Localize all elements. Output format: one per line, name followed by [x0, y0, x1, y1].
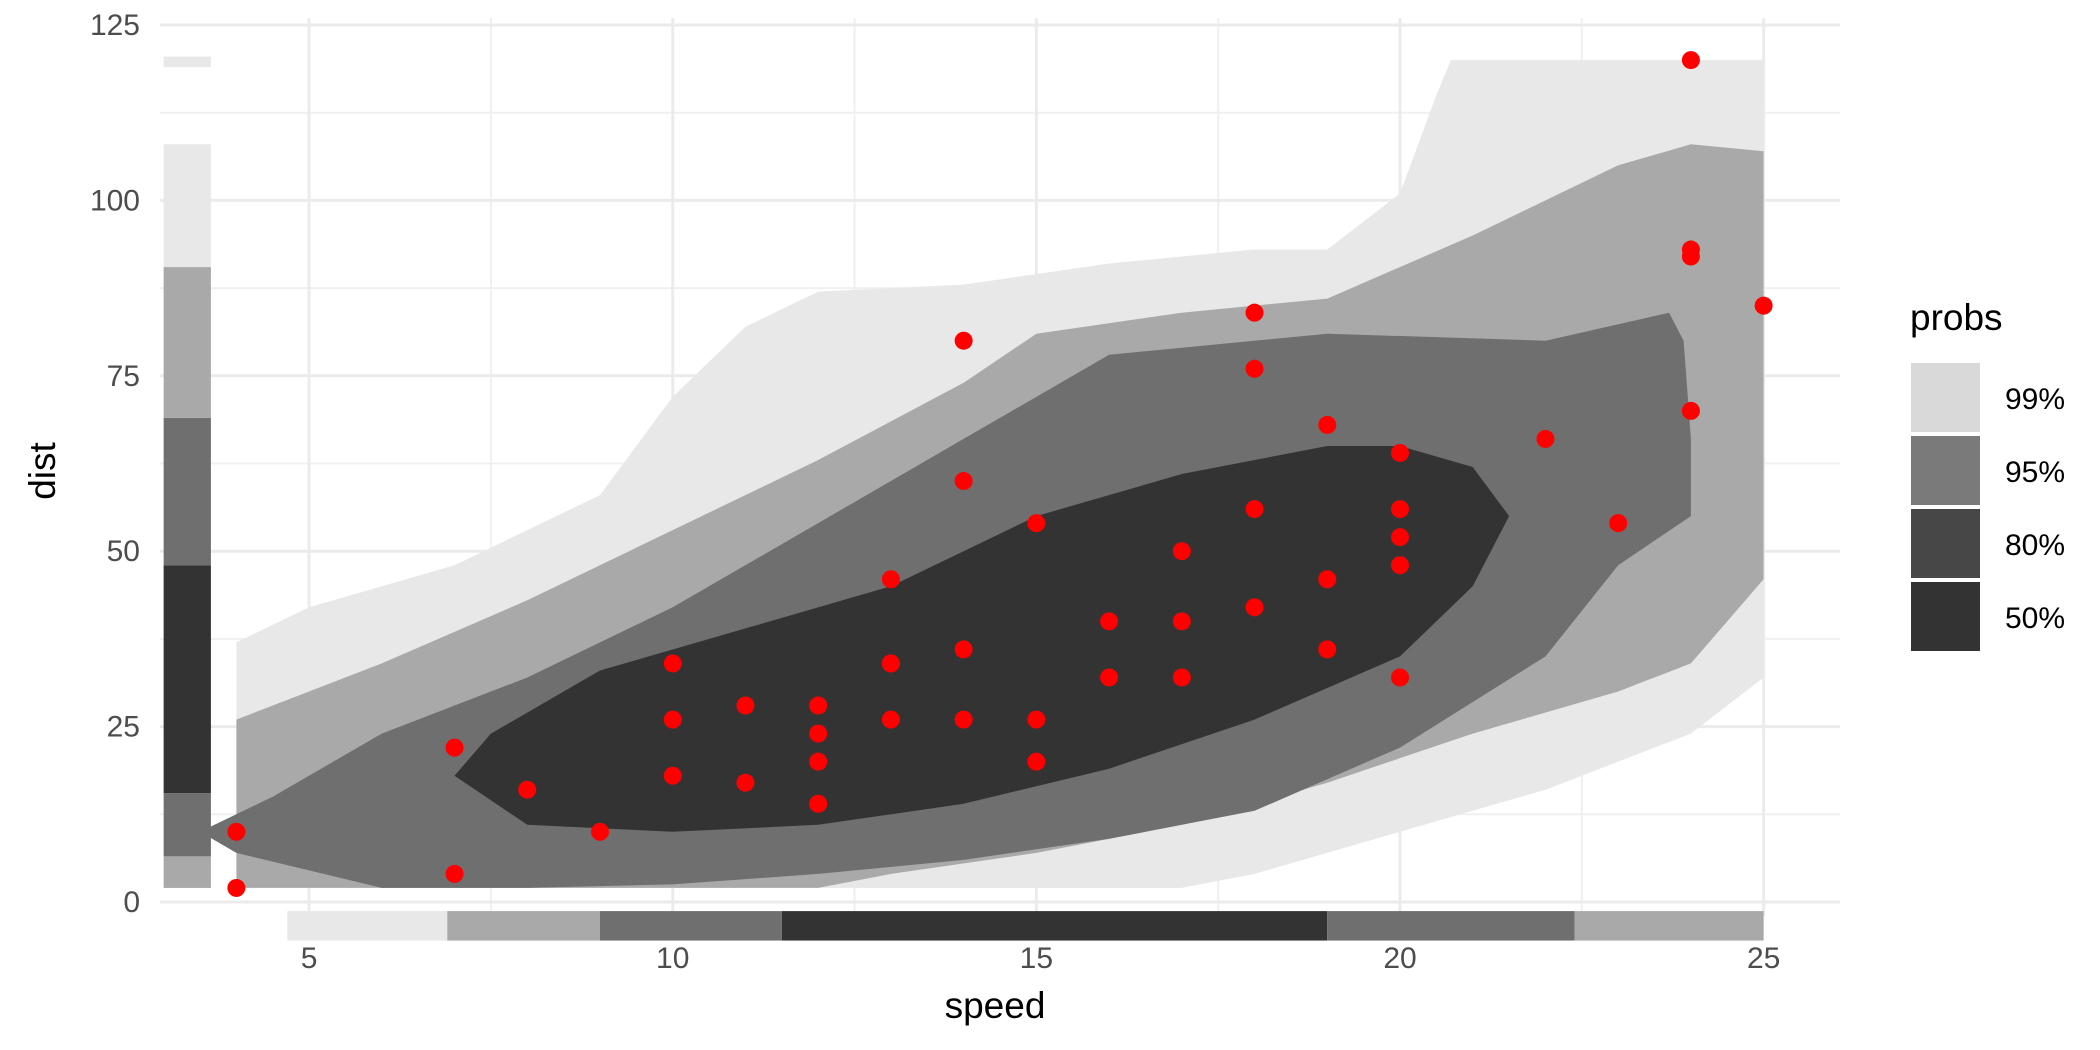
x-tick-label: 10 — [656, 942, 689, 975]
y-axis-title: dist — [22, 441, 63, 499]
data-point — [1027, 752, 1046, 771]
data-point — [1681, 401, 1700, 420]
data-point — [518, 780, 537, 799]
data-point — [1754, 296, 1773, 315]
data-point — [1536, 429, 1555, 448]
legend-key — [1909, 507, 1982, 580]
data-point — [736, 773, 755, 792]
y-tick-label: 25 — [107, 711, 140, 744]
data-point — [591, 822, 609, 841]
y-tick-label: 75 — [107, 360, 140, 393]
data-point — [227, 878, 246, 897]
legend: probs 99% 95% 80% 50% — [1909, 297, 2065, 653]
data-point — [954, 472, 973, 491]
data-point — [954, 331, 973, 350]
x-tick-label: 25 — [1747, 942, 1780, 975]
data-point — [1391, 528, 1409, 547]
data-point — [663, 766, 682, 785]
data-point — [1027, 710, 1046, 729]
x-marginal-band — [447, 911, 600, 941]
legend-key — [1909, 361, 1982, 434]
data-point — [809, 696, 828, 715]
x-axis-title: speed — [945, 985, 1046, 1026]
legend-label: 50% — [2005, 602, 2065, 635]
legend-key — [1909, 434, 1982, 507]
y-tick-label: 125 — [90, 9, 140, 42]
x-marginal-band — [1327, 911, 1575, 941]
y-marginal-band — [163, 56, 211, 68]
y-marginal-band — [163, 793, 211, 857]
x-marginal-band — [781, 911, 1328, 941]
data-point — [1391, 443, 1409, 462]
data-point — [1172, 612, 1191, 631]
y-tick-labels: 0 25 50 75 100 125 — [90, 9, 140, 919]
data-point — [1245, 598, 1264, 617]
data-point — [736, 696, 755, 715]
x-tick-label: 20 — [1383, 942, 1416, 975]
data-point — [1100, 612, 1119, 631]
data-point — [1172, 542, 1191, 561]
data-point — [1245, 303, 1264, 322]
data-point — [1391, 556, 1409, 575]
data-point — [1318, 570, 1337, 589]
data-point — [881, 654, 900, 673]
y-marginal-band — [163, 565, 211, 794]
data-point — [1245, 359, 1264, 378]
data-point — [1391, 668, 1409, 687]
data-point — [1609, 514, 1628, 533]
y-marginal-band — [163, 144, 211, 268]
y-marginal-band — [163, 267, 211, 418]
x-marginal-band — [1574, 911, 1764, 941]
x-tick-labels: 5 10 15 20 25 — [301, 942, 1781, 975]
data-point — [227, 822, 246, 841]
density-region-50pct — [454, 446, 1510, 832]
x-marginal-band — [600, 911, 782, 941]
data-point — [445, 864, 464, 883]
data-point — [881, 570, 900, 589]
data-point — [1027, 514, 1046, 533]
data-point — [1172, 668, 1191, 687]
data-point — [954, 710, 973, 729]
data-point — [663, 710, 682, 729]
marginal-rugs — [163, 56, 1764, 941]
data-point — [809, 724, 828, 743]
x-marginal-band — [287, 911, 448, 941]
data-point — [1318, 640, 1337, 659]
legend-label: 99% — [2005, 383, 2065, 416]
data-point — [954, 640, 973, 659]
y-tick-label: 100 — [90, 184, 140, 217]
y-marginal-band — [163, 856, 211, 888]
data-point — [1100, 668, 1119, 687]
x-tick-label: 15 — [1020, 942, 1053, 975]
data-point — [809, 752, 828, 771]
data-point — [445, 738, 464, 757]
y-tick-label: 0 — [123, 886, 140, 919]
density-regions — [200, 60, 1764, 888]
legend-label: 95% — [2005, 456, 2065, 489]
data-point — [1245, 500, 1264, 519]
y-marginal-band — [163, 417, 211, 566]
data-point — [809, 794, 828, 813]
data-point — [1391, 500, 1409, 519]
data-point — [1681, 51, 1700, 70]
data-points — [227, 51, 1773, 897]
data-point — [1318, 415, 1337, 434]
legend-label: 80% — [2005, 529, 2065, 562]
data-point — [881, 710, 900, 729]
x-tick-label: 5 — [301, 942, 318, 975]
y-tick-label: 50 — [107, 535, 140, 568]
data-point — [1681, 240, 1700, 259]
legend-key — [1909, 580, 1982, 653]
legend-title: probs — [1910, 297, 2003, 338]
data-point — [663, 654, 682, 673]
